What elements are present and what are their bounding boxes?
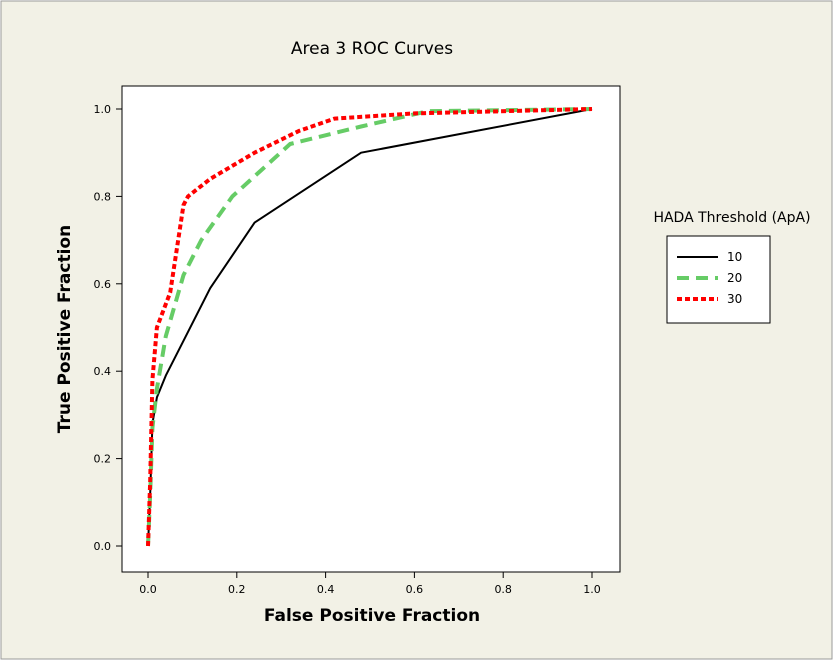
chart-title: Area 3 ROC Curves	[291, 39, 453, 59]
y-tick-label: 0.2	[94, 453, 112, 466]
y-tick-label: 1.0	[94, 103, 112, 116]
series-20-line	[146, 107, 593, 547]
series-layer	[146, 107, 593, 547]
y-axis-label: True Positive Fraction	[55, 225, 75, 433]
x-axis-label: False Positive Fraction	[264, 606, 480, 626]
y-tick-label: 0.0	[94, 540, 112, 553]
y-tick-label: 0.8	[94, 190, 112, 203]
x-tick-label: 0.8	[494, 583, 512, 596]
x-tick-label: 0.0	[139, 583, 157, 596]
legend-label-30: 30	[727, 292, 742, 306]
x-tick-label: 0.2	[228, 583, 246, 596]
y-tick-label: 0.4	[94, 365, 112, 378]
legend: 10 20 30	[677, 250, 742, 306]
legend-title: HADA Threshold (ApA)	[653, 210, 810, 226]
x-tick-label: 1.0	[583, 583, 601, 596]
series-30-line	[146, 107, 593, 547]
legend-label-20: 20	[727, 271, 742, 285]
x-tick-label: 0.6	[406, 583, 424, 596]
x-tick-label: 0.4	[317, 583, 335, 596]
y-tick-label: 0.6	[94, 278, 112, 291]
plot-area	[121, 85, 621, 573]
legend-label-10: 10	[727, 250, 742, 264]
axes-ticks: 0.0 0.2 0.4 0.6 0.8 1.0 0.0 0.2 0.4 0.6 0.8 1.0	[94, 103, 601, 596]
